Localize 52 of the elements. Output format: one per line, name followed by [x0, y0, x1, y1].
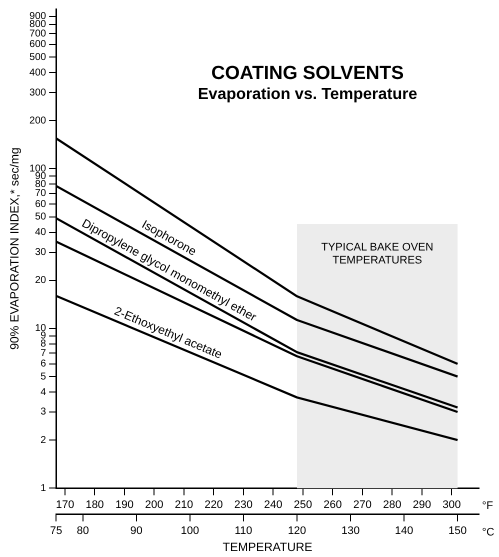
y-tick-label: 5 [40, 371, 47, 382]
x2-tick-label: 230 [234, 498, 253, 511]
y-axis-title: 90% EVAPORATION INDEX,* sec/mg [8, 147, 22, 350]
x-tick-label: 150 [448, 525, 467, 538]
x2-tick-label: 210 [174, 498, 194, 511]
text: °F [482, 500, 494, 512]
y-tick-label: 500 [29, 52, 47, 63]
x2-tick-label: 170 [56, 498, 74, 511]
x2-tick-label: 240 [264, 498, 282, 511]
x2-tick-label: 180 [86, 498, 104, 511]
text: °C [482, 526, 494, 538]
y-tick-label: 50 [34, 212, 47, 223]
y-tick-label: 200 [29, 115, 47, 126]
x2-tick-label: 270 [353, 498, 372, 511]
y-tick-label: 70 [34, 188, 47, 200]
text: Evaporation vs. Temperature [198, 86, 418, 103]
y-tick-label: 40 [34, 227, 47, 238]
x2-tick-label: 250 [294, 498, 312, 511]
y-tick-label: 20 [34, 275, 47, 286]
y-tick-label: 8 [40, 338, 47, 350]
y-tick-label: 80 [34, 178, 47, 190]
y-tick-label: 30 [34, 247, 47, 258]
x-tick-label: 100 [180, 525, 200, 538]
x2-tick-label: 190 [115, 498, 134, 511]
x2-tick-label: 280 [382, 498, 402, 511]
y-tick-label: 2 [40, 434, 47, 446]
y-tick-label: 60 [34, 198, 47, 210]
y-tick-label: 700 [29, 28, 47, 40]
x-tick-label: 140 [394, 525, 414, 538]
y-tick-label: 400 [29, 67, 47, 78]
x2-tick-label: 260 [323, 498, 342, 511]
y-tick-label: 4 [40, 386, 47, 398]
x-tick-label: 80 [76, 525, 89, 538]
x2-tick-label: 220 [204, 498, 223, 511]
x-tick-label: 75 [50, 525, 62, 538]
band-label: TYPICAL BAKE OVEN TEMPERATURES [321, 242, 434, 267]
y-tick-label: 3 [40, 406, 47, 418]
x-tick-label: 90 [130, 525, 143, 538]
y-tick-label: 600 [29, 39, 47, 50]
x-tick-label: 110 [234, 525, 252, 538]
y-tick-label: 7 [40, 348, 47, 359]
y-tick-label: 6 [40, 358, 47, 370]
y-tick-label: 800 [29, 19, 47, 30]
text: COATING SOLVENTS [211, 63, 404, 84]
x2-tick-label: 290 [412, 498, 432, 511]
x2-tick-label: 300 [442, 498, 461, 511]
x-tick-label: 120 [288, 525, 306, 538]
x-axis-title: TEMPERATURE [222, 540, 312, 554]
x-tick-label: 130 [341, 525, 360, 538]
x2-tick-label: 200 [145, 498, 164, 511]
y-tick-label: 300 [29, 87, 47, 98]
y-tick-label: 1 [40, 482, 47, 494]
